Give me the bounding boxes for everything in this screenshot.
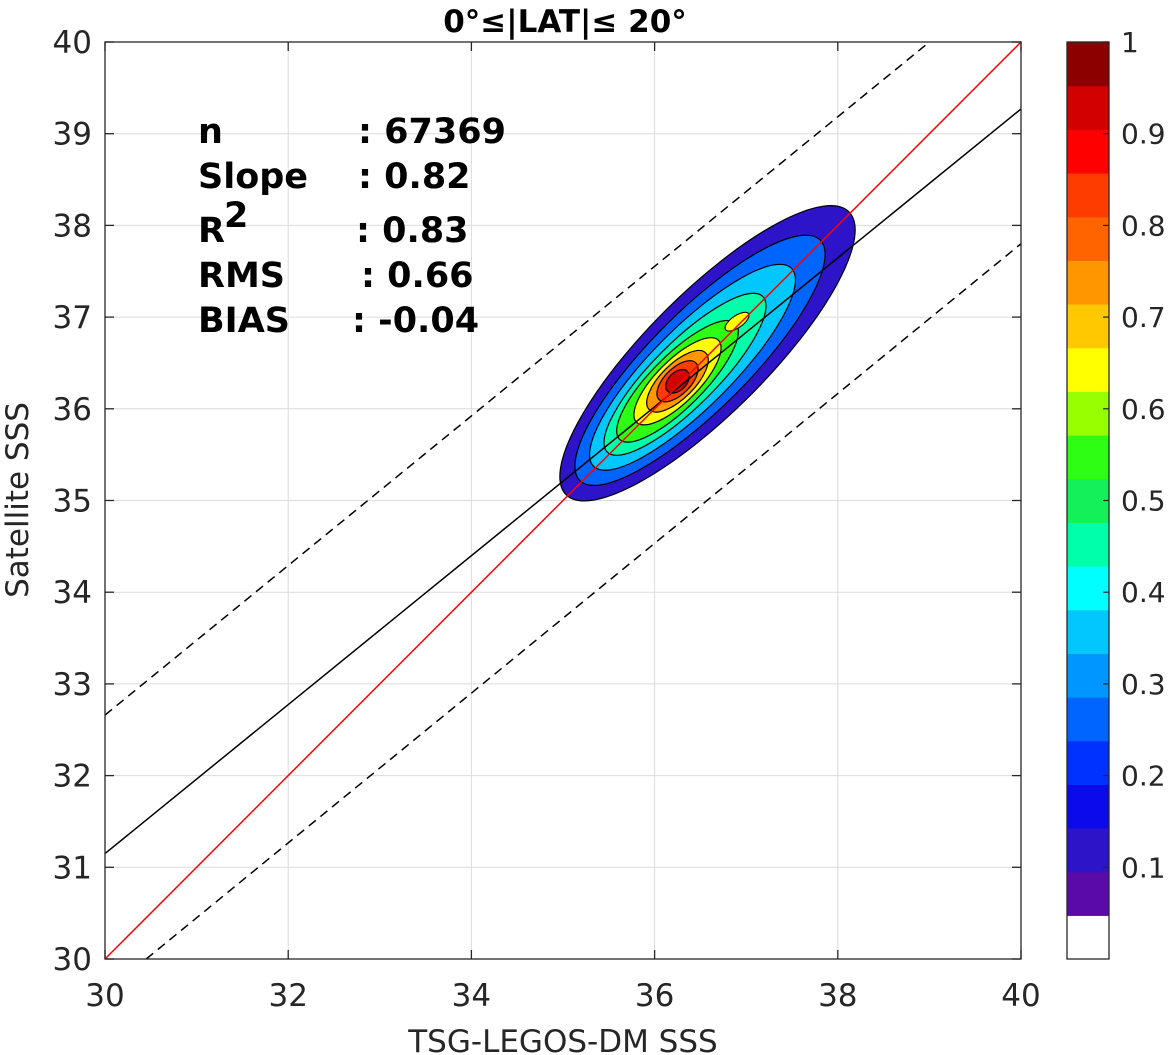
colorbar-band — [1067, 784, 1109, 829]
colorbar-tick-label: 0.4 — [1121, 576, 1166, 609]
identity-line — [104, 41, 1022, 960]
colorbar-band — [1067, 42, 1109, 87]
reference-lines — [104, 41, 1022, 960]
y-tick-label: 36 — [53, 392, 92, 428]
y-tick-label: 38 — [53, 208, 92, 244]
stat-label: n — [198, 112, 223, 152]
stat-value: : 67369 — [358, 112, 506, 152]
colorbar-band — [1067, 391, 1109, 436]
colorbar-band — [1067, 653, 1109, 698]
colorbar-band — [1067, 129, 1109, 174]
colorbar-band — [1067, 173, 1109, 218]
x-tick-label: 32 — [268, 978, 307, 1014]
colorbar-tick-label: 0.8 — [1121, 209, 1166, 242]
y-tick-label: 33 — [53, 667, 92, 703]
colorbar-band — [1067, 740, 1109, 785]
y-tick-label: 30 — [53, 942, 92, 978]
colorbar-band — [1067, 566, 1109, 611]
colorbar-tick-label: 0.7 — [1121, 301, 1166, 334]
colorbar-band — [1067, 478, 1109, 523]
colorbar-tick-label: 0.9 — [1121, 118, 1166, 151]
regression-line — [104, 108, 1022, 855]
x-tick-label: 38 — [818, 978, 857, 1014]
stats-box: n : 67369 Slope : 0.82 R 2 : 0.83 RMS : 0.66 BIAS… — [198, 112, 506, 341]
y-tick-label: 34 — [53, 575, 92, 611]
y-tick-label: 39 — [53, 117, 92, 153]
colorbar-band — [1067, 216, 1109, 261]
x-axis-label: TSG-LEGOS-DM SSS — [407, 1024, 717, 1055]
x-tick-label: 34 — [452, 978, 491, 1014]
chart-title: 0°≤|LAT|≤ 20° — [443, 4, 687, 40]
x-tick-label: 40 — [1001, 978, 1040, 1014]
colorbar-band — [1067, 871, 1109, 916]
stat-superscript: 2 — [224, 196, 248, 236]
colorbar-tick-label: 0.3 — [1121, 668, 1166, 701]
density-contours — [559, 205, 856, 502]
colorbar-band — [1067, 260, 1109, 305]
stat-label: RMS — [198, 256, 285, 296]
colorbar-tick-label: 0.2 — [1121, 760, 1166, 793]
colorbar: 0.1 0.2 0.3 0.4 0.5 0.6 0.7 0.8 0.9 1 — [1066, 26, 1166, 960]
density-contour — [665, 368, 690, 394]
colorbar-band — [1067, 304, 1109, 349]
stat-label: R — [198, 211, 225, 251]
colorbar-band — [1067, 347, 1109, 392]
stat-value: : 0.83 — [356, 211, 469, 251]
lower-bound-line — [145, 243, 1022, 960]
upper-bound-line — [104, 41, 930, 716]
y-tick-label: 37 — [53, 300, 92, 336]
colorbar-tick-label: 0.6 — [1121, 393, 1166, 426]
density-contour — [724, 311, 750, 332]
stat-value: : 0.82 — [358, 157, 471, 197]
axis-ticks: 30 32 34 36 38 40 30 31 32 33 34 35 36 37 38 39 40 — [53, 25, 1041, 1014]
stat-value: : -0.04 — [352, 301, 479, 341]
stat-value: : 0.66 — [361, 256, 474, 296]
colorbar-band — [1067, 697, 1109, 742]
x-tick-label: 36 — [635, 978, 674, 1014]
colorbar-band — [1067, 522, 1109, 567]
y-axis-label: Satellite SSS — [0, 402, 36, 598]
x-tick-label: 30 — [85, 978, 124, 1014]
stat-label: Slope — [198, 157, 308, 197]
colorbar-band — [1067, 609, 1109, 654]
colorbar-tick-label: 0.1 — [1121, 851, 1166, 884]
colorbar-band — [1067, 435, 1109, 480]
colorbar-tick-label: 0.5 — [1121, 485, 1166, 518]
y-tick-label: 35 — [53, 484, 92, 520]
colorbar-tick-label: 1 — [1121, 26, 1139, 59]
y-tick-label: 32 — [53, 759, 92, 795]
colorbar-band — [1067, 828, 1109, 873]
stat-label: BIAS — [198, 301, 290, 341]
y-tick-label: 40 — [53, 25, 92, 61]
colorbar-band — [1067, 915, 1109, 960]
y-tick-label: 31 — [53, 850, 92, 886]
colorbar-band — [1067, 85, 1109, 130]
